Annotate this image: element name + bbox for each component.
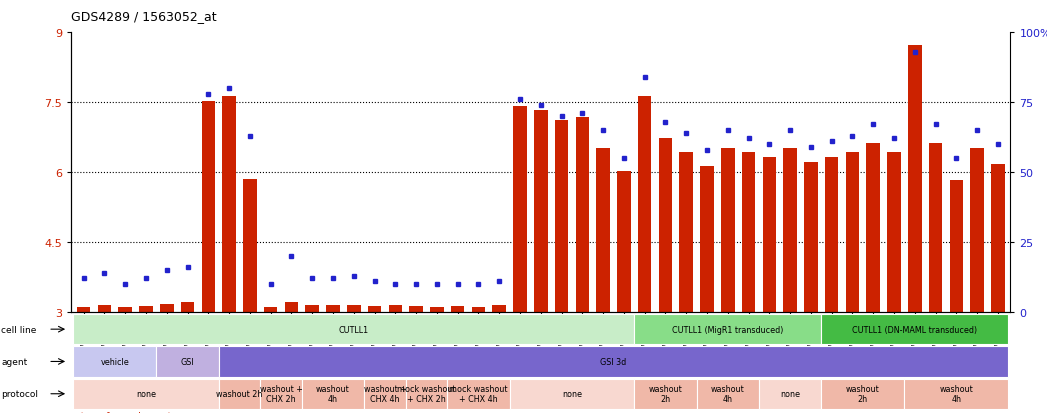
Bar [555,121,569,312]
Text: washout 2h: washout 2h [217,389,263,398]
Bar [534,111,548,312]
Bar [222,97,236,312]
Text: agent: agent [1,357,27,366]
Text: ▪ transformed count: ▪ transformed count [71,411,172,413]
Text: cell line: cell line [1,325,37,334]
Bar [202,102,215,312]
Bar [306,305,319,312]
Text: mock washout
+ CHX 4h: mock washout + CHX 4h [449,384,508,404]
Text: vehicle: vehicle [101,357,129,366]
Bar [97,305,111,312]
Text: none: none [136,389,156,398]
Text: GSI: GSI [181,357,195,366]
Bar [160,304,174,312]
Bar [867,144,879,312]
Bar [513,107,527,312]
Bar [472,308,485,312]
Text: washout +
CHX 2h: washout + CHX 2h [260,384,303,404]
Bar [243,180,257,312]
Bar [576,118,589,312]
Text: GDS4289 / 1563052_at: GDS4289 / 1563052_at [71,10,217,23]
Text: washout
2h: washout 2h [648,384,683,404]
Bar [929,144,942,312]
Bar [659,139,672,312]
Bar [721,148,735,312]
Text: CUTLL1: CUTLL1 [339,325,369,334]
Bar [783,148,797,312]
Text: CUTLL1 (MigR1 transduced): CUTLL1 (MigR1 transduced) [672,325,783,334]
Text: washout
4h: washout 4h [939,384,974,404]
Bar [388,305,402,312]
Text: washout
4h: washout 4h [316,384,350,404]
Bar [950,181,963,312]
Bar [492,305,506,312]
Text: washout
4h: washout 4h [711,384,744,404]
Bar [367,306,381,312]
Bar [285,302,298,312]
Bar [971,148,984,312]
Bar [617,172,630,312]
Text: washout +
CHX 4h: washout + CHX 4h [363,384,406,404]
Text: protocol: protocol [1,389,38,398]
Bar [597,148,609,312]
Text: GSI 3d: GSI 3d [600,357,626,366]
Bar [409,306,423,312]
Bar [327,305,339,312]
Text: washout
2h: washout 2h [846,384,879,404]
Text: CUTLL1 (DN-MAML transduced): CUTLL1 (DN-MAML transduced) [852,325,977,334]
Bar [762,158,776,312]
Bar [430,308,444,312]
Bar [742,153,755,312]
Bar [451,306,465,312]
Bar [181,302,195,312]
Text: none: none [562,389,582,398]
Bar [264,308,277,312]
Bar [804,162,818,312]
Text: mock washout
+ CHX 2h: mock washout + CHX 2h [397,384,455,404]
Bar [139,306,153,312]
Text: none: none [780,389,800,398]
Bar [887,153,900,312]
Bar [700,167,714,312]
Bar [118,308,132,312]
Bar [76,308,90,312]
Bar [680,153,693,312]
Bar [846,153,860,312]
Bar [347,305,360,312]
Bar [825,158,839,312]
Bar [638,97,651,312]
Bar [992,164,1005,312]
Bar [908,46,921,312]
